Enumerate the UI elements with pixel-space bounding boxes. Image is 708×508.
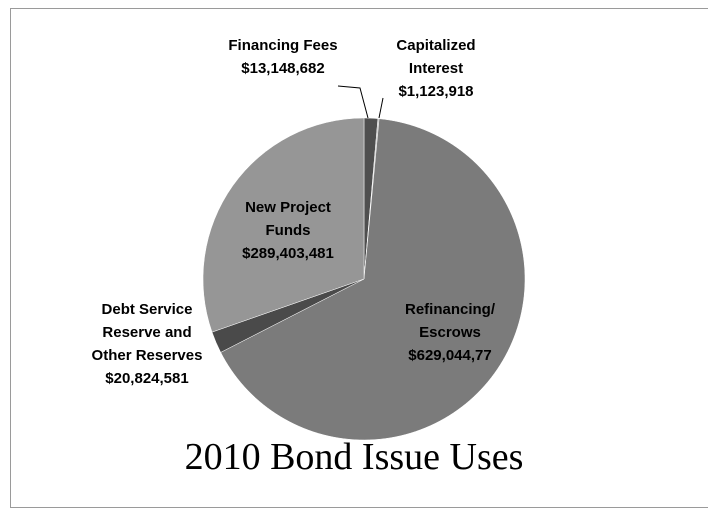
leader-line bbox=[378, 97, 384, 119]
chart bbox=[202, 85, 526, 441]
pie-slice bbox=[202, 117, 365, 333]
chart-title: 2010 Bond Issue Uses bbox=[184, 436, 524, 478]
page: {"chart_data": {"type": "pie", "title": … bbox=[10, 8, 708, 508]
category-label: Refinancing/ Escrows bbox=[404, 301, 495, 341]
value-label: $1,123,918 bbox=[398, 83, 474, 100]
leader-line bbox=[337, 85, 369, 119]
value-label: $20,824,581 bbox=[105, 370, 189, 387]
category-label: Debt Service Reserve and Other Reserves bbox=[91, 301, 203, 364]
category-label: New Project Funds bbox=[245, 199, 331, 239]
slice-label: New Project Funds $289,403,481 bbox=[228, 196, 348, 265]
value-label: $629,044,77 bbox=[408, 347, 492, 364]
category-label: Financing Fees bbox=[228, 37, 338, 54]
slice-label: Financing Fees $13,148,682 bbox=[208, 34, 358, 80]
value-label: $289,403,481 bbox=[242, 245, 334, 262]
value-label: $13,148,682 bbox=[241, 60, 325, 77]
slice-label: Capitalized Interest $1,123,918 bbox=[381, 34, 491, 103]
pie-slice bbox=[220, 118, 526, 441]
category-label: Capitalized Interest bbox=[396, 37, 476, 77]
slice-label: Debt Service Reserve and Other Reserves $… bbox=[82, 298, 212, 390]
slice-label: Refinancing/ Escrows $629,044,77 bbox=[395, 298, 505, 367]
